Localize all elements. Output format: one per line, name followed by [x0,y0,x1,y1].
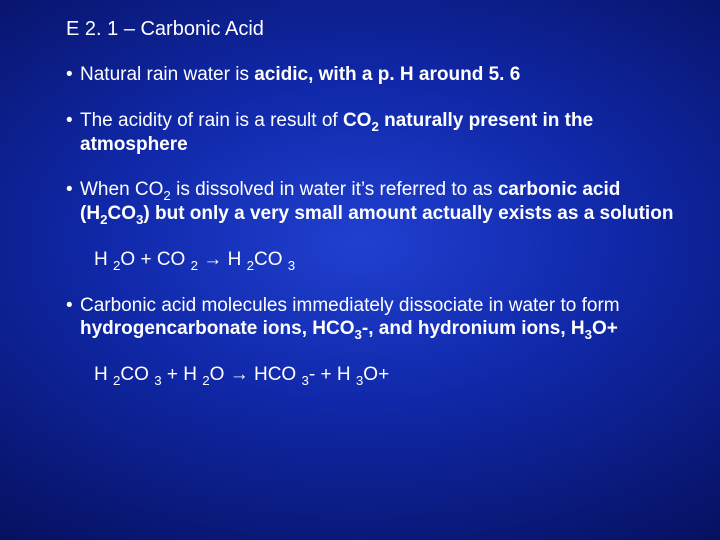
eq2-a: H [94,364,113,385]
eq2-s2: 3 [154,373,161,388]
b3-bold-c: ) but only a very small amount actually … [143,203,673,224]
eq1-s3: 2 [247,258,254,273]
eq1-c: → H [198,249,247,270]
bullet-2: The acidity of rain is a result of CO2 n… [66,109,674,157]
eq2-c: + H [162,364,203,385]
b4-sub2: 3 [585,327,592,342]
b4-bold-a: hydrogencarbonate ions, HCO [80,318,354,339]
eq1-b: O + CO [120,249,190,270]
equation-2: H 2CO 3 + H 2O → HCO 3- + H 3O+ [66,363,674,387]
b3-pre-a: When CO [80,179,163,200]
b1-pre: Natural rain water is [80,64,254,85]
eq1-s4: 3 [288,258,295,273]
bullet-4: Carbonic acid molecules immediately diss… [66,294,674,342]
eq2-s3: 2 [202,373,209,388]
b1-bold: acidic, with a p. H around 5. 6 [254,64,520,85]
eq1-s2: 2 [191,258,198,273]
eq2-f: O+ [363,364,389,385]
b4-bold-c: O+ [592,318,618,339]
b2-bold-a: CO [343,110,372,131]
b2-pre: The acidity of rain is a result of [80,110,343,131]
b3-pre-b: is dissolved in water it’s referred to a… [171,179,498,200]
bullet-3: When CO2 is dissolved in water it’s refe… [66,178,674,226]
eq1-a: H [94,249,113,270]
b3-bold-b: CO [107,203,136,224]
equation-1: H 2O + CO 2 → H 2CO 3 [66,248,674,272]
b4-bold-b: -, and hydronium ions, H [362,318,585,339]
b4-pre: Carbonic acid molecules immediately diss… [80,295,620,316]
b3-sub1: 2 [163,188,170,203]
eq2-e: - + H [309,364,356,385]
slide-title: E 2. 1 – Carbonic Acid [66,18,674,41]
bullet-1: Natural rain water is acidic, with a p. … [66,63,674,87]
eq2-s4: 3 [302,373,309,388]
eq2-b: CO [120,364,154,385]
b4-sub1: 3 [354,327,361,342]
eq1-d: CO [254,249,288,270]
b2-sub: 2 [371,119,378,134]
eq2-d: O → HCO [210,364,302,385]
